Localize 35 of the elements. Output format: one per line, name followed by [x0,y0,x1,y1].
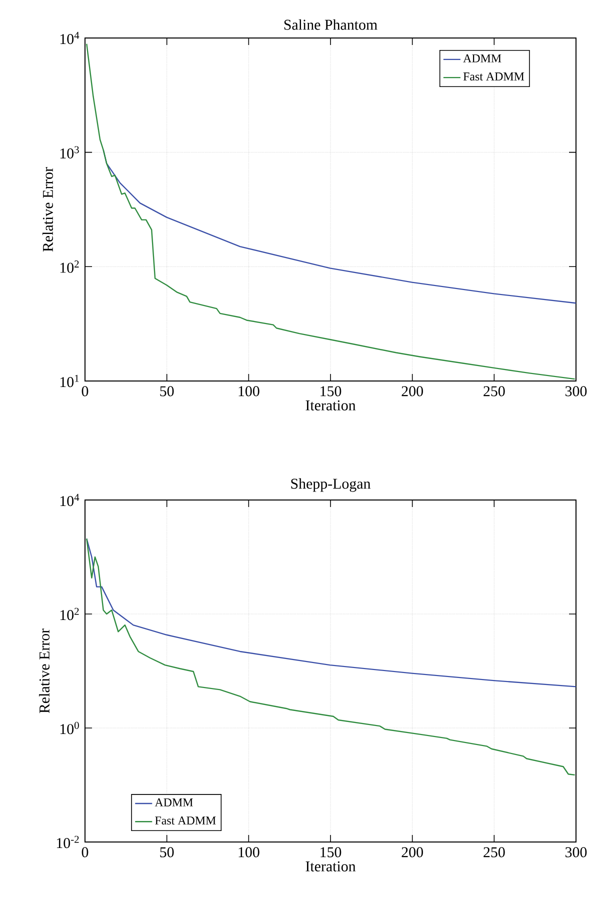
x-tick-label: 100 [238,847,260,858]
legend-label: Fast ADMM [155,816,216,825]
legend-label: Fast ADMM [463,72,524,80]
line-series [86,538,576,688]
line-series [86,538,576,776]
legend-label: ADMM [154,798,193,806]
y-tick-label: 10$^{0}$ [60,722,79,734]
x-tick-label: 200 [402,847,423,858]
y-tick-label: 10$^{4}$ [60,32,80,44]
y-axis-title: Relative Error [39,628,50,714]
x-axis-title: Iteration [306,400,356,410]
x-tick-label: 50 [160,386,174,396]
y-tick-label: 10$^{3}$ [60,146,79,158]
y-tick-label: 10$^{-2}$ [56,836,79,848]
legend-label: ADMM [463,54,502,62]
x-tick-label: 300 [566,386,587,396]
x-tick-label: 0 [82,386,88,396]
x-tick-label: 150 [320,847,342,858]
x-tick-label: 250 [484,847,505,858]
x-tick-label: 0 [82,847,88,858]
x-tick-label: 100 [238,386,260,396]
x-tick-label: 300 [566,847,587,858]
x-tick-label: 150 [320,386,342,396]
x-tick-label: 250 [484,386,505,396]
y-tick-label: 10$^{2}$ [60,608,79,620]
chart-title: Shepp-Logan [291,478,371,492]
y-axis-title: Relative Error [42,167,53,252]
x-tick-label: 200 [402,386,423,396]
x-axis-title: Iteration [306,861,356,872]
line-series [86,43,576,380]
y-tick-label: 10$^{1}$ [60,374,79,388]
chart-title: Saline Phantom [284,19,378,30]
y-tick-label: 10$^{4}$ [60,494,80,506]
y-tick-label: 10$^{2}$ [60,260,79,273]
x-tick-label: 50 [160,847,174,858]
